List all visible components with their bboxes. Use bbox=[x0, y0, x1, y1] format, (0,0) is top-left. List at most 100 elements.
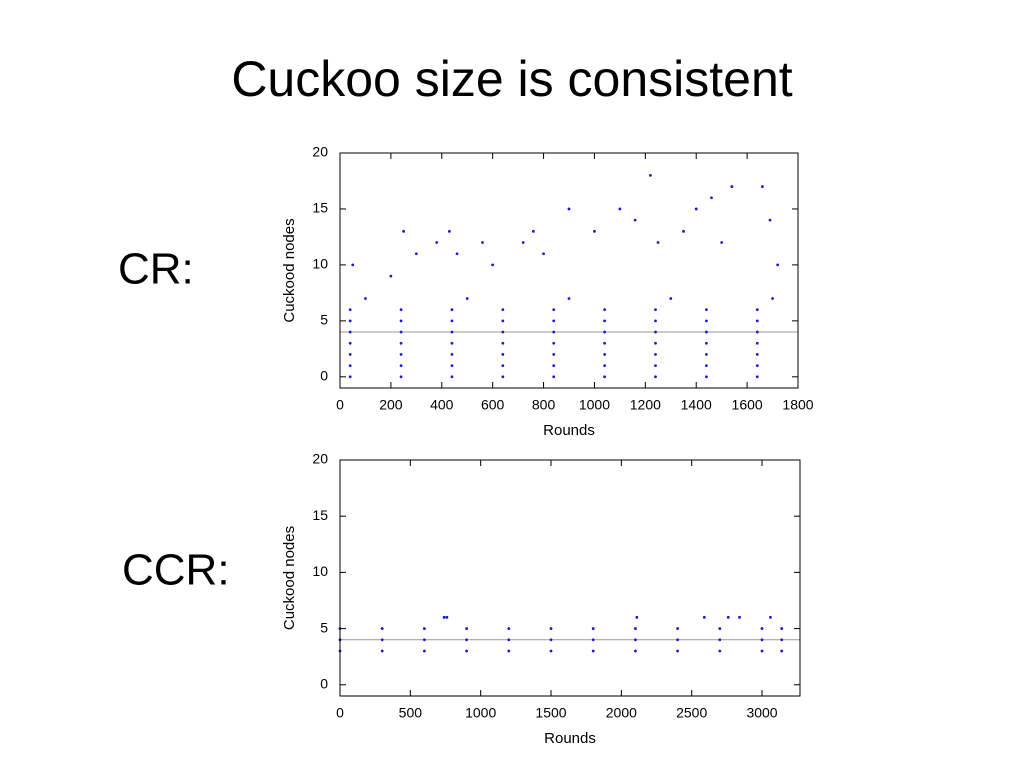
plot-frame bbox=[339, 459, 801, 697]
chart-label: CCR: bbox=[122, 546, 230, 595]
point bbox=[768, 218, 772, 222]
point bbox=[552, 341, 556, 345]
point bbox=[450, 364, 454, 368]
point bbox=[603, 330, 607, 334]
point bbox=[448, 229, 451, 233]
point bbox=[348, 308, 352, 312]
point bbox=[676, 627, 680, 630]
x-axis-label: Rounds bbox=[543, 422, 595, 439]
point bbox=[552, 375, 556, 379]
x-tick-label: 600 bbox=[481, 397, 505, 413]
point bbox=[654, 319, 657, 323]
point bbox=[542, 252, 545, 256]
point bbox=[669, 297, 673, 300]
y-tick-label: 20 bbox=[312, 144, 328, 160]
point bbox=[450, 375, 454, 379]
point bbox=[348, 341, 352, 345]
point bbox=[755, 330, 759, 334]
point bbox=[755, 341, 759, 345]
point bbox=[552, 353, 556, 356]
point bbox=[521, 241, 525, 244]
y-tick-label: 0 bbox=[320, 368, 328, 384]
point bbox=[450, 319, 454, 323]
point bbox=[423, 649, 426, 653]
point bbox=[694, 207, 698, 211]
x-tick-label: 200 bbox=[379, 397, 403, 413]
point bbox=[718, 627, 722, 630]
x-tick-label: 3000 bbox=[746, 705, 777, 721]
point bbox=[705, 375, 708, 379]
y-tick-label: 15 bbox=[312, 507, 328, 523]
point bbox=[649, 173, 652, 177]
point bbox=[718, 638, 722, 642]
point bbox=[455, 252, 459, 256]
x-tick-label: 800 bbox=[532, 397, 556, 413]
point bbox=[380, 638, 384, 642]
point bbox=[507, 638, 511, 642]
point bbox=[705, 353, 708, 356]
point bbox=[705, 330, 708, 334]
point bbox=[465, 649, 469, 653]
point bbox=[552, 319, 556, 323]
point bbox=[705, 364, 708, 368]
point bbox=[705, 319, 708, 323]
point bbox=[705, 341, 708, 345]
point bbox=[676, 649, 680, 653]
point bbox=[634, 627, 637, 630]
point bbox=[720, 241, 724, 244]
point bbox=[760, 649, 764, 653]
point bbox=[552, 330, 556, 334]
slide-title: Cuckoo size is consistent bbox=[231, 51, 792, 107]
point bbox=[591, 627, 595, 630]
point bbox=[507, 649, 511, 653]
point bbox=[501, 319, 505, 323]
x-tick-label: 1600 bbox=[732, 397, 763, 413]
point bbox=[634, 638, 637, 642]
point bbox=[654, 330, 657, 334]
x-tick-label: 2500 bbox=[676, 705, 707, 721]
point bbox=[423, 627, 426, 630]
point bbox=[348, 364, 352, 368]
x-tick-label: 1000 bbox=[465, 705, 496, 721]
x-tick-label: 500 bbox=[399, 705, 423, 721]
point bbox=[771, 297, 774, 300]
point bbox=[633, 218, 637, 222]
y-tick-label: 0 bbox=[320, 675, 328, 691]
point bbox=[682, 229, 685, 233]
point bbox=[399, 319, 403, 323]
point bbox=[402, 229, 406, 233]
point bbox=[705, 308, 708, 312]
point bbox=[399, 375, 403, 379]
point bbox=[348, 330, 352, 334]
point bbox=[399, 341, 403, 345]
point bbox=[618, 207, 622, 211]
point bbox=[769, 615, 772, 619]
plot-frame bbox=[339, 152, 799, 389]
point bbox=[780, 649, 784, 653]
point bbox=[450, 353, 454, 356]
point bbox=[491, 263, 495, 267]
point bbox=[591, 649, 595, 653]
point bbox=[348, 319, 352, 323]
point bbox=[435, 241, 439, 244]
x-tick-label: 1400 bbox=[681, 397, 712, 413]
point bbox=[351, 263, 355, 267]
point bbox=[726, 615, 730, 619]
point bbox=[755, 375, 759, 379]
point bbox=[465, 638, 469, 642]
point bbox=[552, 308, 556, 312]
y-tick-label: 10 bbox=[312, 563, 328, 579]
y-tick-label: 10 bbox=[312, 256, 328, 272]
x-tick-label: 1000 bbox=[579, 397, 610, 413]
point bbox=[591, 638, 595, 642]
x-tick-label: 1200 bbox=[630, 397, 661, 413]
point bbox=[501, 353, 505, 356]
point bbox=[450, 330, 454, 334]
y-tick-label: 15 bbox=[312, 200, 328, 216]
point bbox=[465, 627, 469, 630]
point bbox=[380, 627, 384, 630]
point bbox=[507, 627, 511, 630]
point bbox=[501, 308, 505, 312]
point bbox=[348, 353, 352, 356]
